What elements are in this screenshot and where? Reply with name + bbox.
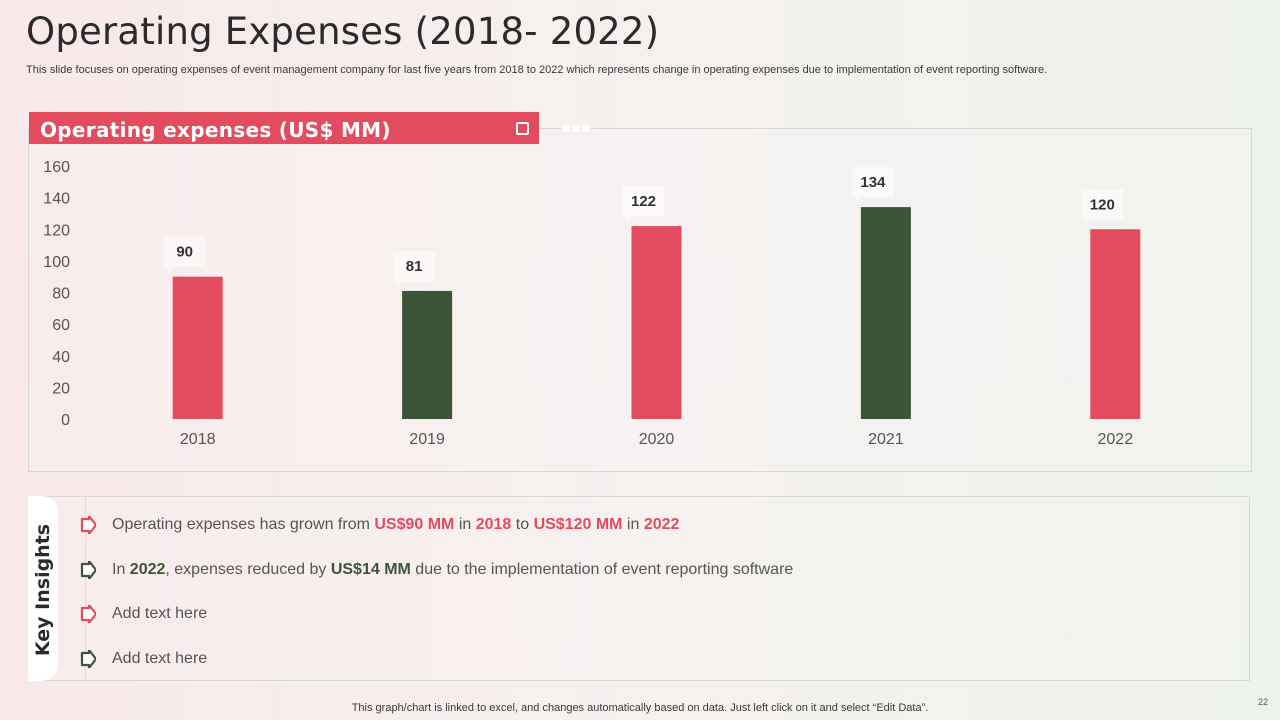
- page-number: 22: [1257, 697, 1268, 707]
- bar-2021[interactable]: [860, 207, 911, 419]
- y-tick-label: 140: [43, 191, 70, 208]
- insight-year: 2022: [643, 516, 680, 533]
- y-tick-label: 40: [52, 349, 70, 366]
- insight-text: Operating expenses has grown from: [112, 516, 375, 533]
- dots-decoration-icon: [562, 125, 590, 132]
- square-icon: [516, 122, 529, 135]
- data-label: 122: [631, 193, 656, 210]
- insight-year: 2022: [129, 561, 166, 578]
- y-tick-label: 20: [52, 380, 70, 397]
- insight-row-1: Operating expenses has grown from US$90 …: [80, 514, 679, 536]
- data-label-box: [1081, 189, 1124, 220]
- y-tick-label: 0: [61, 412, 70, 429]
- y-tick-label: 100: [43, 254, 70, 271]
- arrow-right-icon: [80, 650, 96, 668]
- data-label-pointer: [1085, 219, 1091, 227]
- y-tick-label: 160: [43, 159, 70, 176]
- bar-2020[interactable]: [631, 226, 682, 419]
- x-tick-label: 2020: [639, 431, 675, 448]
- data-label: 120: [1090, 196, 1115, 213]
- data-label-box: [163, 236, 206, 267]
- data-label-box: [393, 250, 436, 281]
- insight-value: US$14 MM: [330, 561, 411, 578]
- y-tick-label: 80: [52, 286, 70, 303]
- slide-subtitle: This slide focuses on operating expenses…: [26, 64, 1048, 76]
- x-tick-label: 2019: [409, 431, 445, 448]
- bar-2022[interactable]: [1090, 229, 1141, 419]
- footer-note: This graph/chart is linked to excel, and…: [351, 702, 929, 714]
- x-tick-label: 2022: [1098, 431, 1134, 448]
- insight-text: In: [112, 561, 130, 578]
- insight-text: in: [622, 516, 644, 533]
- data-label-pointer: [397, 280, 403, 288]
- key-insights-panel: [28, 496, 1250, 681]
- insight-year: 2018: [475, 516, 512, 533]
- chart-header: Operating expenses (US$ MM): [29, 112, 539, 144]
- insight-placeholder-text[interactable]: Add text here: [112, 605, 208, 622]
- arrow-right-icon: [80, 605, 96, 623]
- x-tick-label: 2021: [868, 431, 904, 448]
- insight-value: US$90 MM: [374, 516, 455, 533]
- data-label: 90: [176, 244, 193, 261]
- data-label: 134: [860, 174, 886, 191]
- key-insights-tab: [28, 496, 58, 681]
- y-tick-label: 120: [43, 222, 70, 239]
- insight-value: US$120 MM: [533, 516, 623, 533]
- data-label-pointer: [855, 197, 861, 205]
- arrow-right-icon: [80, 516, 96, 534]
- data-label: 81: [406, 258, 423, 275]
- slide-title: Operating Expenses (2018- 2022): [26, 10, 660, 53]
- insight-row-2: In 2022, expenses reduced by US$14 MM du…: [80, 559, 793, 581]
- insight-text: in: [454, 516, 476, 533]
- data-label-pointer: [626, 216, 632, 224]
- insight-row-4: Add text here: [80, 648, 207, 670]
- chart-title: Operating expenses (US$ MM): [40, 118, 391, 142]
- data-label-box: [851, 167, 894, 198]
- y-tick-label: 60: [52, 317, 70, 334]
- insight-text: , expenses reduced by: [165, 561, 331, 578]
- data-label-pointer: [167, 266, 173, 274]
- bar-2018[interactable]: [172, 276, 223, 419]
- bar-chart[interactable]: 0 20 40 60 80 100 120 140 160 90 2018 81 2019 122 2020…: [0, 0, 1280, 470]
- arrow-right-icon: [80, 561, 96, 579]
- key-insights-label: Key Insights: [32, 523, 54, 657]
- bar-2019[interactable]: [402, 290, 453, 419]
- insight-text: to: [511, 516, 534, 533]
- x-tick-label: 2018: [180, 431, 216, 448]
- insight-placeholder-text[interactable]: Add text here: [112, 650, 208, 667]
- insights-divider: [85, 498, 86, 680]
- insight-text: due to the implementation of event repor…: [410, 561, 794, 578]
- data-label-box: [622, 186, 665, 217]
- insight-row-3: Add text here: [80, 603, 207, 625]
